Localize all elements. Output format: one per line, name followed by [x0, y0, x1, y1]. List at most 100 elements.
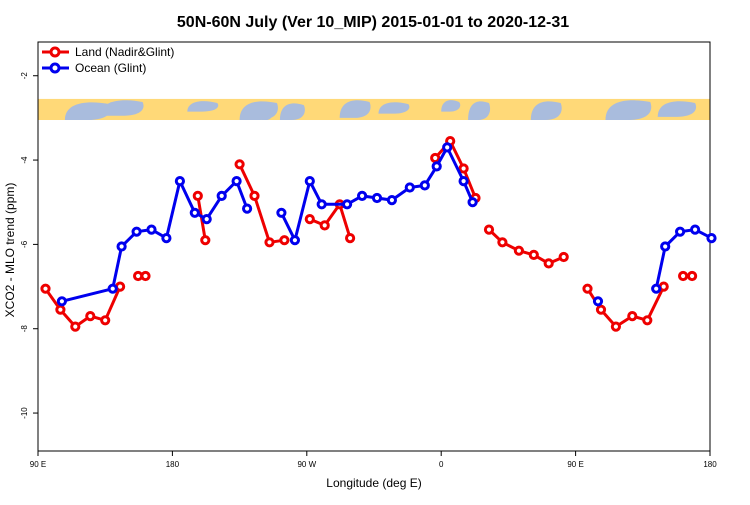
data-point: [558, 251, 569, 263]
plot-frame: [37, 41, 711, 452]
data-point: [319, 220, 330, 231]
map-band-land: [468, 101, 491, 121]
data-point: [442, 142, 453, 153]
map-band-land: [64, 102, 111, 121]
data-point: [289, 235, 300, 246]
data-point: [458, 176, 469, 187]
data-point: [100, 315, 111, 326]
x-tick-label: 0: [439, 460, 444, 469]
data-point: [40, 283, 51, 294]
map-band-land: [339, 100, 371, 118]
legend-ocean-marker: [49, 62, 61, 74]
data-point: [140, 270, 151, 282]
data-point: [642, 315, 653, 326]
data-point: [174, 176, 185, 187]
y-tick-label: -2: [20, 72, 29, 80]
data-point: [592, 296, 604, 307]
legend-ocean-label: Ocean (Glint): [75, 61, 146, 75]
data-point: [431, 161, 442, 172]
y-axis: -2 -4 -6 -8 -10: [20, 72, 38, 419]
map-band-land: [657, 101, 697, 117]
data-point: [595, 304, 607, 315]
data-point: [690, 224, 701, 235]
data-point: [85, 311, 96, 322]
data-point: [687, 270, 698, 282]
y-tick-label: -8: [20, 325, 29, 333]
legend-land-marker: [49, 46, 61, 58]
data-point: [467, 197, 478, 208]
data-point: [371, 192, 383, 204]
data-point: [678, 270, 689, 282]
map-band-land: [100, 100, 144, 116]
x-tick-label: 90 E: [30, 460, 46, 469]
data-point: [116, 241, 127, 252]
data-point: [242, 203, 253, 214]
data-point: [231, 176, 242, 187]
y-axis-label: XCO2 - MLO trend (ppm): [3, 183, 17, 318]
series-line: [309, 202, 352, 239]
map-band-land: [262, 109, 273, 121]
data-point: [357, 190, 368, 201]
data-point: [345, 233, 356, 244]
data-point: [342, 199, 353, 210]
data-point: [146, 224, 157, 235]
data-point: [107, 283, 118, 294]
y-tick-label: -6: [20, 240, 29, 248]
data-point: [528, 249, 539, 260]
data-point: [304, 214, 315, 225]
data-point: [56, 296, 68, 307]
data-point: [430, 152, 441, 164]
data-point: [192, 190, 203, 201]
data-point: [200, 235, 211, 246]
data-point: [249, 190, 260, 201]
data-point: [627, 311, 638, 322]
legend-land-label: Land (Nadir&Glint): [75, 45, 174, 59]
x-tick-label: 180: [703, 460, 717, 469]
data-point: [458, 163, 469, 174]
series-line: [434, 139, 477, 199]
data-point: [264, 237, 275, 248]
data-point: [234, 159, 245, 170]
data-point: [513, 245, 525, 256]
map-band-land: [279, 103, 305, 121]
data-point: [404, 182, 415, 193]
data-point: [660, 241, 671, 252]
data-point: [131, 226, 142, 237]
map-band-land: [530, 101, 562, 121]
data-point: [216, 190, 227, 201]
x-axis: 90 E 180 90 W 0 90 E 180: [30, 451, 717, 469]
x-tick-label: 180: [166, 460, 180, 469]
data-point: [497, 237, 508, 248]
data-point: [651, 283, 662, 294]
data-point: [706, 233, 717, 244]
x-tick-label: 90 E: [567, 460, 583, 469]
data-point: [189, 207, 200, 218]
map-band-land: [378, 102, 410, 114]
data-point: [610, 321, 622, 332]
map-band-land: [187, 101, 219, 112]
data-point: [70, 321, 81, 332]
data-point: [55, 304, 66, 315]
y-tick-label: -4: [20, 156, 29, 164]
data-point: [543, 258, 554, 269]
series-line: [238, 163, 285, 244]
x-tick-label: 90 W: [297, 460, 316, 469]
data-point: [675, 226, 686, 237]
series-layer: [40, 136, 717, 332]
data-point: [279, 235, 290, 246]
map-band: [38, 98, 710, 121]
data-point: [483, 224, 495, 235]
data-point: [201, 214, 212, 225]
x-axis-label: Longitude (deg E): [326, 476, 421, 490]
map-band-land: [441, 100, 461, 112]
data-point: [304, 176, 315, 187]
data-point: [386, 195, 397, 206]
legend: Land (Nadir&Glint) Ocean (Glint): [42, 45, 174, 75]
data-point: [419, 180, 430, 191]
chart-title: 50N-60N July (Ver 10_MIP) 2015-01-01 to …: [177, 14, 569, 31]
data-point: [276, 207, 287, 218]
series-ocean: [56, 142, 717, 307]
data-point: [582, 283, 593, 294]
